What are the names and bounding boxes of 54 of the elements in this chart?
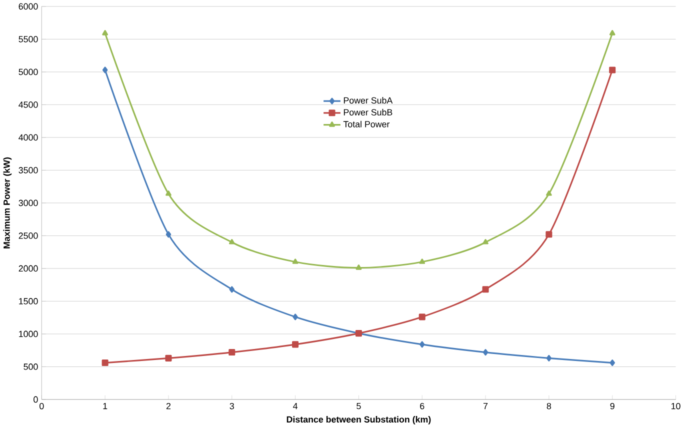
y-tick-label: 1000 bbox=[19, 330, 38, 338]
point bbox=[482, 349, 488, 356]
y-tick-label: 5500 bbox=[18, 36, 38, 43]
point bbox=[609, 30, 616, 36]
point bbox=[166, 190, 172, 196]
point bbox=[482, 286, 489, 293]
point bbox=[482, 239, 488, 244]
point bbox=[229, 286, 235, 293]
point bbox=[102, 30, 108, 36]
point bbox=[546, 231, 552, 238]
y-axis-title: Maximum Power (kW) bbox=[3, 158, 12, 249]
point bbox=[228, 349, 236, 356]
point bbox=[292, 314, 298, 320]
legend-label: Power SubA bbox=[344, 97, 393, 104]
x-tick-label: 6 bbox=[420, 403, 424, 410]
x-tick-label: 8 bbox=[546, 403, 552, 410]
x-tick-label: 0 bbox=[40, 403, 44, 410]
x-tick-label: 7 bbox=[484, 403, 488, 410]
point bbox=[102, 360, 108, 366]
y-tick-label: 1500 bbox=[19, 298, 38, 305]
x-axis-title: Distance between Substation (km) bbox=[286, 416, 431, 425]
point bbox=[419, 258, 426, 264]
point bbox=[292, 341, 299, 348]
x-tick-label: 2 bbox=[166, 403, 170, 410]
legend-label: Total Power bbox=[343, 121, 390, 128]
y-tick-label: 3500 bbox=[18, 167, 38, 174]
point bbox=[228, 239, 235, 244]
point bbox=[356, 264, 362, 270]
point bbox=[609, 66, 616, 74]
point bbox=[419, 341, 425, 348]
y-tick-label: 500 bbox=[24, 364, 38, 370]
y-tick-label: 6000 bbox=[18, 3, 38, 10]
y-tick-label: 3000 bbox=[18, 200, 38, 206]
x-tick-label: 3 bbox=[230, 403, 234, 410]
x-tick-label: 4 bbox=[293, 403, 298, 410]
x-tick-label: 9 bbox=[610, 403, 614, 410]
y-tick-label: 2500 bbox=[18, 232, 38, 240]
y-tick-label: 4500 bbox=[18, 102, 38, 108]
point bbox=[292, 258, 298, 264]
y-tick-label: 0 bbox=[34, 396, 38, 403]
y-tick-label: 2000 bbox=[18, 265, 38, 272]
y-tick-label: 4000 bbox=[18, 134, 38, 141]
point bbox=[418, 314, 426, 320]
point bbox=[166, 231, 172, 238]
x-tick-label: 10 bbox=[671, 403, 680, 410]
x-tick-label: 5 bbox=[356, 403, 361, 410]
point bbox=[165, 355, 172, 362]
point bbox=[546, 190, 552, 196]
x-tick-label: 1 bbox=[103, 403, 108, 410]
point bbox=[610, 360, 615, 366]
legend-label: Power SubB bbox=[344, 109, 392, 116]
y-tick-label: 5000 bbox=[18, 68, 38, 76]
point bbox=[102, 66, 108, 74]
point bbox=[546, 355, 552, 362]
